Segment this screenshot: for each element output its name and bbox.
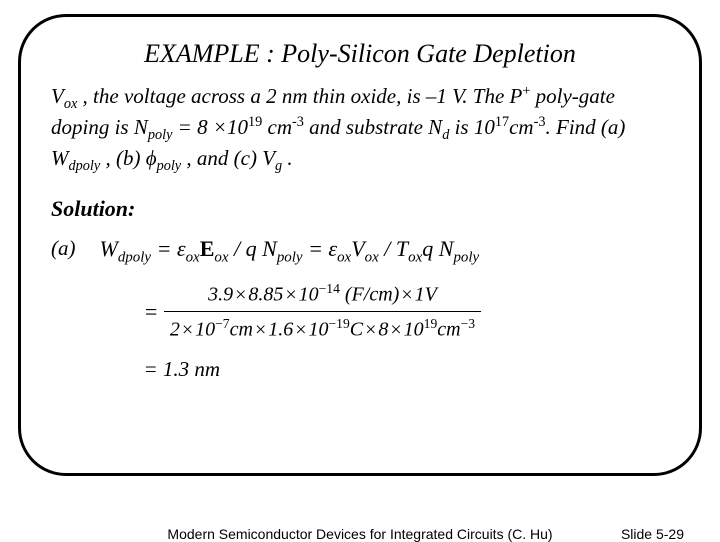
fraction-denominator: 2×10−7cm×1.6×10−19C×8×1019cm−3 [164, 312, 481, 344]
slide-frame: EXAMPLE : Poly-Silicon Gate Depletion Vo… [18, 14, 702, 476]
equations: Wdpoly = εoxEox / q Npoly = εoxVox / Tox… [100, 234, 482, 384]
problem-statement: Vox , the voltage across a 2 nm thin oxi… [51, 83, 669, 176]
fraction: 3.9×8.85×10−14 (F/cm)×1V 2×10−7cm×1.6×10… [164, 279, 481, 343]
equation-line-3: = 1.3 nm [144, 355, 482, 384]
slide-title: EXAMPLE : Poly-Silicon Gate Depletion [51, 39, 669, 69]
equation-line-1: Wdpoly = εoxEox / q Npoly = εoxVox / Tox… [100, 234, 482, 268]
equation-line-2: = 3.9×8.85×10−14 (F/cm)×1V 2×10−7cm×1.6×… [144, 282, 482, 346]
fraction-numerator: 3.9×8.85×10−14 (F/cm)×1V [164, 279, 481, 312]
solution-part-a: (a) Wdpoly = εoxEox / q Npoly = εoxVox /… [51, 234, 669, 384]
part-a-label: (a) [51, 234, 76, 261]
solution-label: Solution: [51, 196, 669, 222]
